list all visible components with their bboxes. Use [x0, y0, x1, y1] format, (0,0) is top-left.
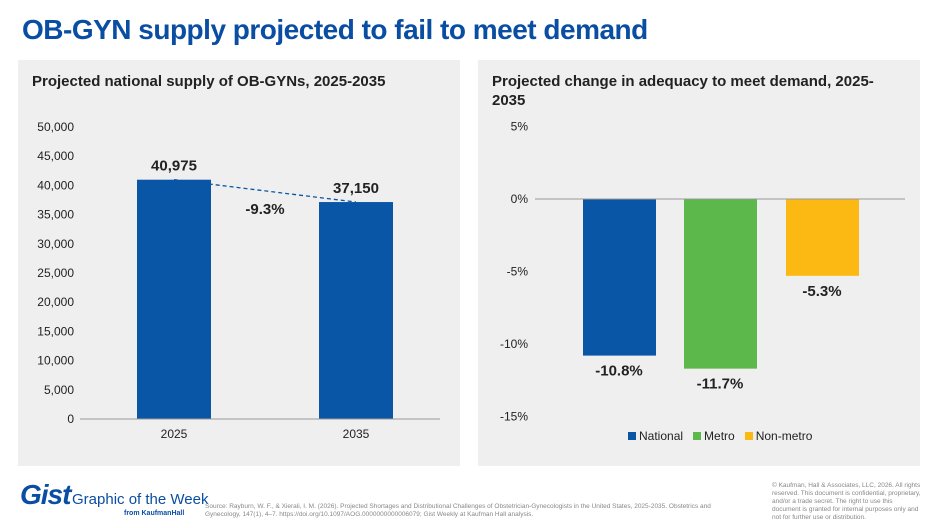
y-tick-label: 5%	[511, 120, 529, 134]
y-tick-label: 0%	[511, 192, 529, 206]
y-tick-label: 45,000	[37, 149, 74, 163]
adequacy-chart-title: Projected change in adequacy to meet dem…	[492, 73, 874, 109]
legend-item: National	[628, 429, 683, 443]
y-tick-label: 0	[67, 412, 74, 426]
brand-subtitle: Graphic of the Week	[72, 491, 209, 508]
bar-Metro	[684, 199, 757, 369]
y-tick-label: 10,000	[37, 354, 74, 368]
data-label: 40,975	[151, 158, 197, 175]
y-tick-label: 20,000	[37, 295, 74, 309]
y-tick-label: -5%	[507, 265, 529, 279]
legend-swatch	[628, 432, 636, 440]
brand-from: from KaufmanHall	[124, 510, 185, 517]
trend-line	[173, 179, 357, 203]
legend-label: Non-metro	[755, 429, 813, 443]
y-tick-label: 5,000	[44, 383, 74, 397]
change-annotation: -9.3%	[245, 201, 284, 218]
brand: Gist	[20, 479, 71, 510]
bar-2035	[319, 202, 393, 419]
legend-item: Non-metro	[744, 429, 813, 443]
y-tick-label: 40,000	[37, 178, 74, 192]
copyright-note: © Kaufman, Hall & Associates, LLC, 2026.…	[772, 482, 921, 521]
data-label: 37,150	[333, 180, 379, 197]
legend-swatch	[744, 432, 753, 440]
supply-chart-title: Projected national supply of OB-GYNs, 20…	[32, 73, 386, 90]
legend-item: Metro	[693, 429, 735, 443]
page-title: OB-GYN supply projected to fail to meet …	[22, 14, 648, 45]
y-tick-label: 30,000	[37, 237, 74, 251]
y-tick-label: 25,000	[37, 266, 74, 280]
data-label: -11.7%	[697, 376, 744, 393]
legend: National Metro Non-metro	[628, 429, 812, 443]
source-note: Source: Rayburn, W. F., & Xierali, I. M.…	[205, 503, 711, 518]
y-tick-label: 35,000	[37, 208, 74, 222]
x-tick-label: 2025	[161, 427, 188, 441]
legend-label: National	[639, 429, 684, 443]
data-label: -10.8%	[595, 363, 643, 380]
bar-Non-metro	[786, 199, 859, 276]
y-tick-label: -10%	[500, 337, 528, 351]
legend-swatch	[693, 432, 702, 440]
bar-National	[583, 199, 656, 356]
y-tick-label: -15%	[500, 410, 528, 424]
legend-label: Metro	[704, 429, 735, 443]
gist-logo: Gist Graphic of the Week from KaufmanHal…	[20, 479, 208, 517]
y-tick-label: 15,000	[37, 324, 74, 338]
y-tick-label: 50,000	[37, 120, 74, 134]
bar-2025	[137, 179, 211, 419]
data-label: -5.3%	[802, 283, 841, 300]
x-tick-label: 2035	[343, 427, 370, 441]
